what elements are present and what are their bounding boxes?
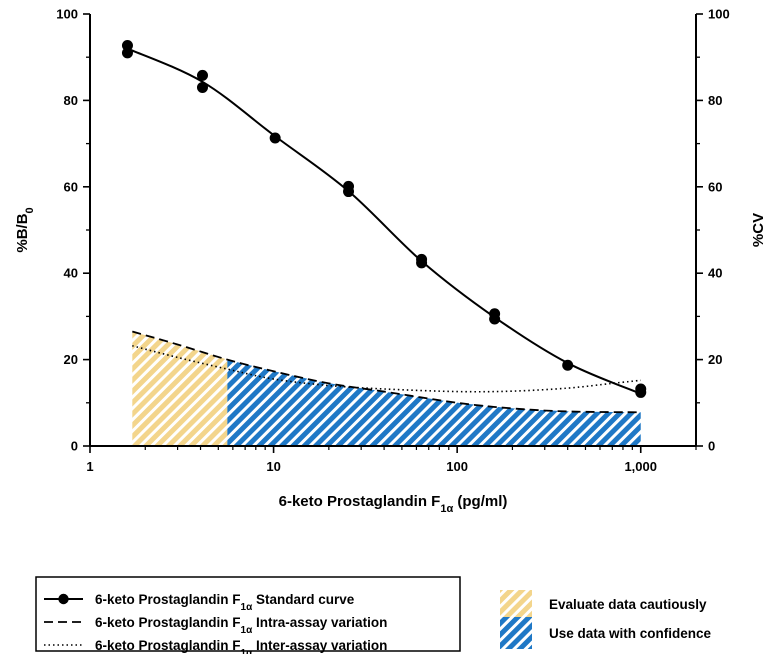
legend-standard-curve-marker bbox=[58, 593, 69, 605]
x-tick-label: 100 bbox=[446, 459, 468, 474]
y-left-tick-label: 40 bbox=[64, 266, 78, 281]
y-right-tick-label: 40 bbox=[708, 266, 722, 281]
y-right-tick-label: 80 bbox=[708, 93, 722, 108]
y-right-tick-label: 60 bbox=[708, 179, 722, 194]
x-tick-label: 1 bbox=[86, 459, 93, 474]
intra-assay-line bbox=[132, 330, 641, 414]
region-use-with-confidence bbox=[227, 359, 641, 446]
legend-confidence-swatch bbox=[500, 617, 532, 649]
series-lines bbox=[127, 47, 642, 414]
y-left-tick-label: 0 bbox=[71, 439, 78, 454]
left-axis-title: %B/B0 bbox=[14, 207, 36, 252]
standard-curve-point bbox=[635, 386, 647, 398]
standard-curve-point bbox=[489, 313, 501, 325]
legend-evaluate-swatch bbox=[500, 590, 532, 622]
right-axis-title: %CV bbox=[750, 213, 767, 247]
standard-curve-point bbox=[343, 186, 355, 198]
standard-curve-point bbox=[562, 359, 574, 371]
legend-intra-assay-label: 6-keto Prostaglandin F1α Intra-assay var… bbox=[95, 615, 387, 636]
standard-curve-point bbox=[416, 257, 428, 269]
series-legend: 6-keto Prostaglandin F1α Standard curve … bbox=[35, 576, 461, 654]
y-left-tick-label: 60 bbox=[64, 179, 78, 194]
legend-confidence-label: Use data with confidence bbox=[549, 626, 712, 641]
y-right-tick-label: 100 bbox=[708, 7, 730, 22]
legend-inter-assay-label: 6-keto Prostaglandin F1α Inter-assay var… bbox=[95, 638, 387, 654]
standard-curve-point bbox=[196, 81, 208, 93]
legend-standard-curve-label: 6-keto Prostaglandin F1α Standard curve bbox=[95, 592, 355, 613]
x-axis-title: 6-keto Prostaglandin F1α (pg/ml) bbox=[279, 493, 508, 515]
ticks: 0 0 20 20 40 40 60 60 80 80 100 100 1 10 100 1,000 bbox=[56, 7, 729, 475]
region-legend: Evaluate data cautiously Use data with c… bbox=[500, 590, 712, 649]
x-tick-label: 1,000 bbox=[624, 459, 657, 474]
hatched-regions bbox=[132, 331, 641, 446]
y-left-tick-label: 80 bbox=[64, 93, 78, 108]
standard-curve-point bbox=[196, 69, 208, 81]
standard-curve-markers bbox=[121, 40, 647, 398]
standard-curve-point bbox=[121, 47, 133, 59]
legend-box bbox=[35, 576, 461, 652]
legend-evaluate-label: Evaluate data cautiously bbox=[549, 597, 707, 612]
region-evaluate-cautiously bbox=[132, 331, 228, 446]
y-right-tick-label: 0 bbox=[708, 439, 715, 454]
standard-curve-point bbox=[269, 132, 281, 144]
y-right-tick-label: 20 bbox=[708, 352, 722, 367]
y-left-tick-label: 100 bbox=[56, 7, 78, 22]
y-left-tick-label: 20 bbox=[64, 352, 78, 367]
x-tick-label: 10 bbox=[266, 459, 280, 474]
standard-curve-line bbox=[127, 47, 642, 395]
